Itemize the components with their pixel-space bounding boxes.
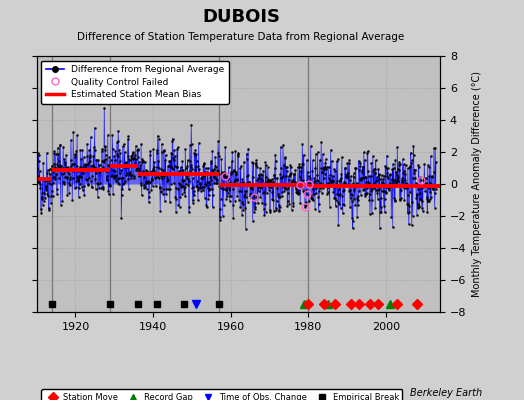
Text: DUBOIS: DUBOIS [202, 8, 280, 26]
Y-axis label: Monthly Temperature Anomaly Difference (°C): Monthly Temperature Anomaly Difference (… [472, 71, 482, 297]
Text: Difference of Station Temperature Data from Regional Average: Difference of Station Temperature Data f… [78, 32, 405, 42]
Text: Berkeley Earth: Berkeley Earth [410, 388, 482, 398]
Legend: Station Move, Record Gap, Time of Obs. Change, Empirical Break: Station Move, Record Gap, Time of Obs. C… [41, 390, 402, 400]
